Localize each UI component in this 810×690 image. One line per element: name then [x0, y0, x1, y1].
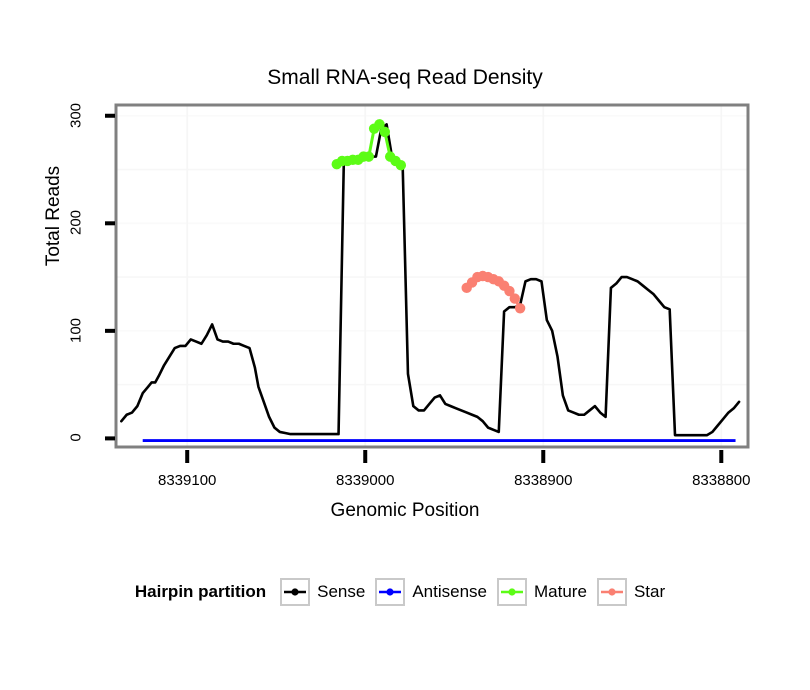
data-point-star [504, 285, 515, 297]
y-tick-label: 300 [67, 102, 85, 128]
legend-item-sense[interactable]: Sense [280, 578, 365, 606]
x-tick-label: 8338900 [514, 472, 573, 489]
panel-border [114, 103, 750, 449]
data-point-mature [363, 151, 374, 162]
x-tick-label: 8338800 [692, 472, 751, 489]
data-layer [120, 119, 741, 442]
data-point-mature [379, 126, 391, 138]
data-point-star [514, 303, 526, 314]
series-line-sense [120, 123, 741, 437]
legend-key-swatch [280, 578, 311, 606]
legend-key-swatch [596, 578, 627, 606]
legend-item-mature[interactable]: Mature [497, 578, 587, 606]
legend-label: Sense [317, 582, 366, 601]
legend-key-swatch [375, 578, 406, 606]
y-tick-label: 0 [67, 433, 85, 443]
legend-entries: Sense Antisense Mature Star [280, 578, 675, 606]
legend-label: Star [633, 582, 666, 601]
y-tick-label: 200 [67, 210, 85, 236]
x-axis-label: Genomic Position [330, 500, 480, 521]
legend-key-swatch [497, 578, 528, 606]
x-tick-label: 8339000 [336, 472, 395, 489]
legend-item-antisense[interactable]: Antisense [375, 578, 487, 606]
x-tick-label: 8339100 [158, 472, 217, 489]
legend-label: Antisense [412, 582, 488, 601]
chart-legend: Hairpin partition Sense Antisense Mature St… [0, 578, 810, 606]
data-point-mature [395, 160, 407, 171]
panel-background [116, 105, 748, 447]
data-point-mature [374, 119, 385, 130]
legend-item-star[interactable]: Star [596, 578, 666, 606]
y-tick-label: 100 [67, 317, 85, 343]
legend-title: Hairpin partition [134, 582, 267, 601]
chart-title: Small RNA-seq Read Density [267, 66, 543, 89]
legend-label: Mature [534, 582, 587, 601]
data-point-star [509, 293, 520, 304]
y-axis-label: Total Reads [43, 165, 64, 267]
